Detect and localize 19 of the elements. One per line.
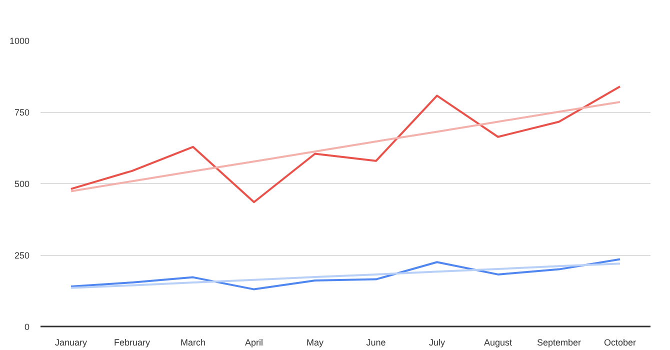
- line-series: [70, 262, 621, 289]
- line-series: [70, 100, 621, 192]
- line-series: [70, 258, 621, 290]
- y-tick-label: 1000: [9, 36, 30, 46]
- x-tick-label: July: [429, 338, 446, 348]
- x-tick-label: April: [245, 338, 264, 348]
- y-tick-label: 250: [14, 250, 30, 260]
- x-tick-label: September: [536, 338, 582, 348]
- x-tick-label: June: [366, 338, 386, 348]
- x-tick-label: March: [180, 338, 206, 348]
- y-tick-label: 500: [14, 179, 30, 189]
- y-tick-label: 0: [24, 322, 30, 332]
- x-tick-label: May: [306, 338, 324, 348]
- y-tick-label: 750: [14, 108, 30, 118]
- x-tick-label: October: [604, 338, 636, 348]
- line-series: [70, 86, 621, 204]
- x-tick-label: January: [54, 338, 88, 348]
- x-tick-label: August: [484, 338, 513, 348]
- x-tick-label: February: [114, 338, 151, 348]
